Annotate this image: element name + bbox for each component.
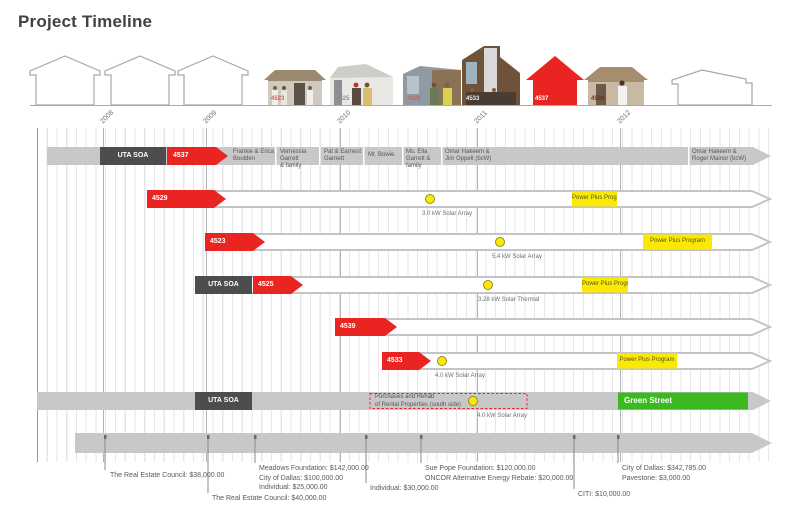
bar-4539 xyxy=(339,318,773,336)
house-label-4537: 4537 xyxy=(173,152,189,159)
red-arrow-4539 xyxy=(335,318,397,336)
rental-note: Purchases and Rehab of Rental Properties… xyxy=(375,394,462,408)
yearline-2010 xyxy=(340,128,341,462)
house-number-4523: 4523 xyxy=(271,96,285,102)
bar-4529 xyxy=(149,190,773,208)
yearline-2011 xyxy=(477,128,478,462)
funding-city-dallas-group: City of Dallas: $342,785.00 Pavestone: $… xyxy=(622,465,707,482)
milestone-label-rental: 4.0 kW Solar Array xyxy=(477,413,528,419)
milestone-dot-4533 xyxy=(437,356,447,366)
funding-bar xyxy=(75,433,772,453)
occupant-omar-roger: Omar Hakeem & Roger Mainor (bcW) xyxy=(692,149,747,162)
occupant-vernessia: Vernessia Garrett & family xyxy=(280,149,307,169)
yearline-2008 xyxy=(103,128,104,462)
outline-house-2 xyxy=(104,55,176,106)
house-label-4533: 4533 xyxy=(387,357,403,364)
outline-house-1 xyxy=(29,55,101,106)
photo-house-4525 xyxy=(330,64,393,105)
program-box-4525 xyxy=(582,277,628,293)
house-number-4537: 4537 xyxy=(535,96,549,102)
outline-house-4 xyxy=(671,69,753,106)
funding-meadows-group: Meadows Foundation: $142,000.00 City of … xyxy=(259,465,369,491)
house-label-4529: 4529 xyxy=(152,195,168,202)
milestone-dot-4529 xyxy=(425,194,435,204)
occupant-pat-earnest: Pat & Earnest Garnett xyxy=(324,149,362,162)
uta-soa-box-4525 xyxy=(195,276,252,294)
page-title: Project Timeline xyxy=(18,12,153,31)
uta-soa-label-4525: UTA SOA xyxy=(208,281,239,288)
occupant-frankie: Frankie & Erica Boulden xyxy=(233,149,275,162)
program-box-4529 xyxy=(572,191,617,207)
funding-real-estate-40k: The Real Estate Council: $40,000.00 xyxy=(212,495,327,502)
occupant-ms-ella: Ms. Ella Garrett & family xyxy=(406,149,431,169)
red-arrow-4533 xyxy=(382,352,431,370)
program-label-4533: Power Plus Program xyxy=(619,357,675,363)
uta-soa-label-rental: UTA SOA xyxy=(208,397,239,404)
red-arrow-4525 xyxy=(253,276,303,294)
outline-house-3 xyxy=(177,55,249,106)
photo-house-4533 xyxy=(462,46,520,105)
header-bar xyxy=(47,147,771,165)
photo-house-4523 xyxy=(264,70,326,105)
milestone-label-4525: 3.28 kW Solar Thermal xyxy=(478,297,540,303)
bar-4525 xyxy=(249,276,773,294)
red-arrow-4537 xyxy=(167,147,228,165)
red-house-4537 xyxy=(526,56,584,105)
milestone-dot-rental xyxy=(468,396,478,406)
milestone-dot-4525 xyxy=(483,280,493,290)
red-arrow-4523 xyxy=(205,233,265,251)
green-street-label: Green Street xyxy=(624,396,673,405)
program-label-4529: Power Plus Program xyxy=(572,195,617,201)
funding-real-estate-38k: The Real Estate Council: $38,000.00 xyxy=(110,472,225,479)
house-number-4525: 4525 xyxy=(336,96,350,102)
house-label-4525: 4525 xyxy=(258,281,274,288)
milestone-label-4529: 3.0 kW Solar Array xyxy=(422,211,473,217)
red-arrow-4529 xyxy=(147,190,226,208)
house-label-4523: 4523 xyxy=(210,238,226,245)
house-number-4539: 4539 xyxy=(591,96,605,102)
dashed-note-box xyxy=(369,393,528,409)
uta-soa-box-header xyxy=(100,147,166,165)
program-label-4523: Power Plus Program xyxy=(649,238,706,244)
uta-soa-label-header: UTA SOA xyxy=(117,152,149,159)
program-box-4533 xyxy=(617,353,677,369)
photo-house-4529 xyxy=(403,66,461,105)
occupant-mr-bowie: Mr. Bowie xyxy=(368,152,395,158)
grid-left-border xyxy=(37,128,38,462)
funding-citi: CITI: $10,000.00 xyxy=(578,491,631,498)
milestone-label-4523: 5.4 kW Solar Array xyxy=(492,254,543,260)
house-number-4529: 4529 xyxy=(407,96,421,102)
program-label-4525: Power Plus Program xyxy=(582,281,628,287)
house-label-4539: 4539 xyxy=(340,323,356,330)
house-number-4533: 4533 xyxy=(466,96,480,102)
yearline-2009 xyxy=(206,128,207,462)
milestone-dot-4523 xyxy=(495,237,505,247)
program-box-4523 xyxy=(643,234,712,250)
yearline-2012 xyxy=(620,128,621,462)
header-bar-gaps xyxy=(275,147,690,165)
funding-individual-30k: Individual: $30,000.00 xyxy=(370,485,439,492)
uta-soa-box-rental xyxy=(195,392,252,410)
outline-houses xyxy=(29,55,753,106)
photo-house-4539 xyxy=(584,67,648,105)
funding-tick-dots xyxy=(104,435,620,439)
funding-sue-pope-group: Sue Pope Foundation: $120,000.00 ONCOR A… xyxy=(425,465,574,482)
green-street-box xyxy=(618,392,748,410)
funding-ticks xyxy=(104,437,619,493)
occupant-omar-jim: Omar Hakeem & Jim Oppelt (bcW) xyxy=(445,149,492,162)
milestone-label-4533: 4.0 kW Solar Array xyxy=(435,373,486,379)
